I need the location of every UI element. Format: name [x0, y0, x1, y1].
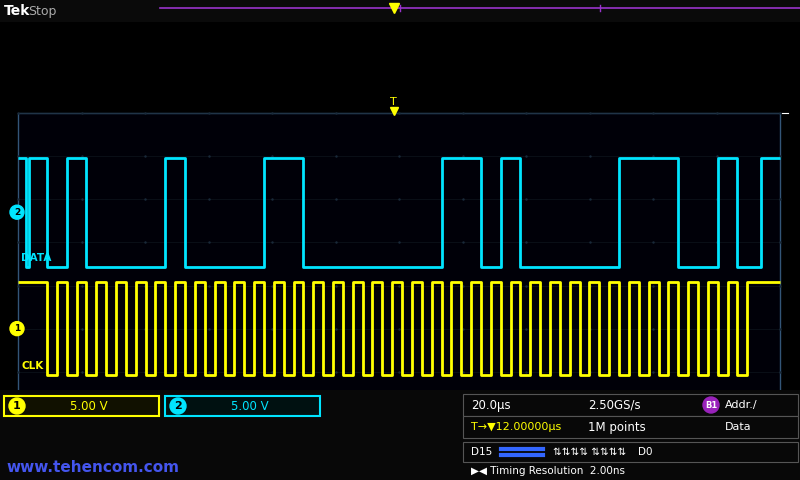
Bar [18, 394, 40, 408]
Bar [0, 0, 800, 22]
Bar [463, 394, 798, 416]
Bar [165, 396, 320, 416]
Text: Data: 1C: Data: 1C [576, 396, 625, 406]
Circle shape [9, 398, 25, 414]
Text: Data: 18: Data: 18 [249, 396, 297, 406]
Bar [74, 394, 182, 408]
Text: Data: Data [725, 422, 752, 432]
Bar [42, 394, 72, 408]
Bar [463, 442, 798, 462]
Text: B1: B1 [705, 400, 717, 409]
Bar [195, 394, 350, 408]
Text: 0: 0 [7, 446, 13, 456]
Text: 20.0μs: 20.0μs [471, 398, 510, 411]
Text: Addr[R]: 50: Addr[R]: 50 [96, 396, 160, 406]
Circle shape [10, 205, 24, 219]
Bar [18, 113, 780, 458]
Text: 5.00 V: 5.00 V [231, 399, 269, 412]
Text: T→▼12.00000μs: T→▼12.00000μs [471, 422, 562, 432]
Text: 2: 2 [174, 401, 182, 411]
Text: 2: 2 [14, 208, 20, 216]
Text: I2C: I2C [48, 396, 66, 406]
Text: 1: 1 [13, 401, 21, 411]
Text: 1: 1 [14, 324, 20, 333]
Circle shape [170, 398, 186, 414]
Text: CLK: CLK [21, 361, 43, 371]
Bar [4, 396, 159, 416]
Text: ▶◀ Timing Resolution  2.00ns: ▶◀ Timing Resolution 2.00ns [471, 466, 625, 476]
Text: D15: D15 [471, 447, 492, 457]
Bar [359, 394, 514, 408]
Text: Stop: Stop [28, 4, 56, 17]
Bar [463, 416, 798, 438]
Text: Addr./: Addr./ [725, 400, 758, 410]
Text: T: T [390, 97, 397, 107]
Text: ⇅⇅⇅⇅ ⇅⇅⇅⇅: ⇅⇅⇅⇅ ⇅⇅⇅⇅ [553, 447, 626, 457]
Text: Tek: Tek [4, 4, 30, 18]
Text: D0: D0 [638, 447, 653, 457]
Text: 1M points: 1M points [588, 420, 646, 433]
Text: Data: 1A: Data: 1A [412, 396, 461, 406]
Bar [523, 394, 677, 408]
Bar [0, 390, 800, 480]
Circle shape [703, 397, 719, 413]
Text: www.tehencom.com: www.tehencom.com [6, 460, 179, 475]
Text: DATA: DATA [21, 252, 51, 263]
Text: 5.00 V: 5.00 V [70, 399, 108, 412]
Text: B1: B1 [22, 396, 36, 406]
Text: ▷: ▷ [6, 428, 14, 437]
Circle shape [10, 322, 24, 336]
Text: 2.50GS/s: 2.50GS/s [588, 398, 641, 411]
